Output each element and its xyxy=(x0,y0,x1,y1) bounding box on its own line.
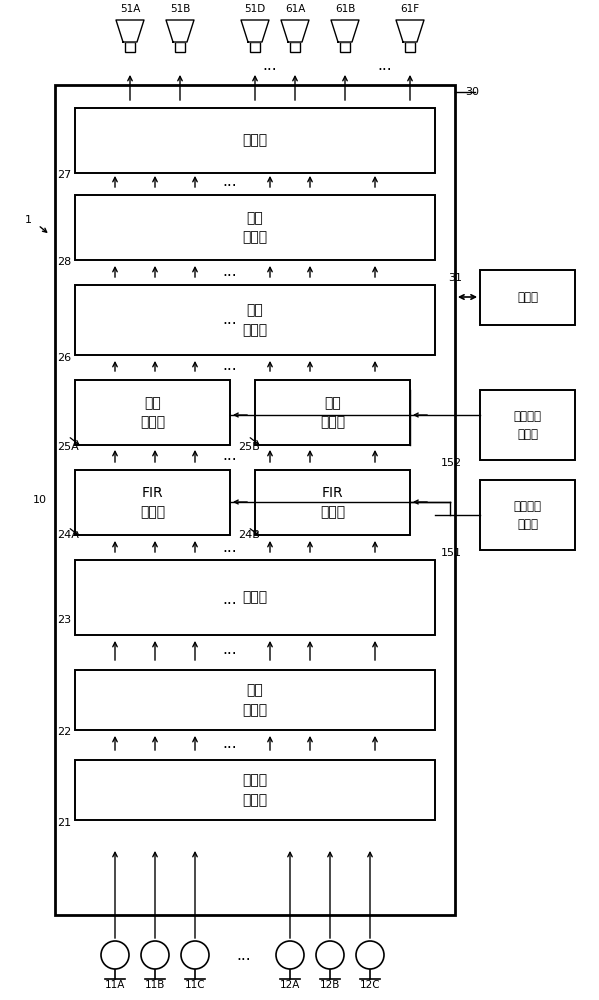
Bar xyxy=(255,380,410,445)
Text: 23: 23 xyxy=(57,615,71,625)
Polygon shape xyxy=(166,20,194,42)
Circle shape xyxy=(181,941,209,969)
Text: 混频器: 混频器 xyxy=(243,590,268,604)
Text: 61B: 61B xyxy=(335,4,355,14)
Bar xyxy=(480,480,575,550)
Bar xyxy=(250,42,260,52)
Bar xyxy=(75,760,435,820)
Text: 30: 30 xyxy=(465,87,479,97)
Text: 51A: 51A xyxy=(120,4,140,14)
Bar xyxy=(480,390,575,460)
Bar xyxy=(75,670,435,730)
Text: 1: 1 xyxy=(25,215,32,225)
Text: 24A: 24A xyxy=(57,530,79,540)
Text: FIR
滤波器: FIR 滤波器 xyxy=(140,486,165,519)
Polygon shape xyxy=(241,20,269,42)
Bar xyxy=(75,285,435,355)
Text: ...: ... xyxy=(223,540,237,554)
Circle shape xyxy=(276,941,304,969)
Text: 11C: 11C xyxy=(184,980,205,990)
Text: 电平
设定部: 电平 设定部 xyxy=(140,396,165,429)
Text: 24B: 24B xyxy=(238,530,260,540)
Bar xyxy=(405,42,415,52)
Bar xyxy=(55,85,455,915)
Text: 11A: 11A xyxy=(105,980,125,990)
Text: 26: 26 xyxy=(57,353,71,363)
Bar xyxy=(75,470,230,535)
Text: 电平平衡
调整部: 电平平衡 调整部 xyxy=(513,410,541,440)
Text: 27: 27 xyxy=(57,170,71,180)
Text: 脉冲响应
取得部: 脉冲响应 取得部 xyxy=(513,499,541,530)
Text: 61F: 61F xyxy=(401,4,419,14)
Text: ...: ... xyxy=(223,592,237,607)
Polygon shape xyxy=(396,20,424,42)
Bar xyxy=(340,42,350,52)
Text: 25A: 25A xyxy=(57,442,78,452)
Text: ...: ... xyxy=(223,736,237,750)
Bar xyxy=(480,270,575,325)
Text: 152: 152 xyxy=(441,458,462,468)
Text: ...: ... xyxy=(223,643,237,658)
Text: 延迟
调整部: 延迟 调整部 xyxy=(243,211,268,244)
Text: ...: ... xyxy=(223,264,237,279)
Text: 28: 28 xyxy=(57,257,71,267)
Bar xyxy=(75,560,435,635)
Text: 31: 31 xyxy=(448,273,462,283)
Text: 51D: 51D xyxy=(244,4,265,14)
Bar xyxy=(290,42,300,52)
Text: ...: ... xyxy=(263,57,277,73)
Bar xyxy=(255,470,410,535)
Polygon shape xyxy=(116,20,144,42)
Text: 12C: 12C xyxy=(359,980,380,990)
Text: 12A: 12A xyxy=(280,980,300,990)
Text: 12B: 12B xyxy=(320,980,340,990)
Bar xyxy=(125,42,135,52)
Bar xyxy=(75,380,230,445)
Circle shape xyxy=(101,941,129,969)
Text: 11B: 11B xyxy=(145,980,165,990)
Text: 10: 10 xyxy=(33,495,47,505)
Text: 存储器: 存储器 xyxy=(517,291,538,304)
Text: FIR
滤波器: FIR 滤波器 xyxy=(320,486,345,519)
Circle shape xyxy=(141,941,169,969)
Text: ...: ... xyxy=(223,312,237,328)
Text: 增益
调整部: 增益 调整部 xyxy=(243,683,268,717)
Polygon shape xyxy=(281,20,309,42)
Circle shape xyxy=(316,941,344,969)
Bar xyxy=(75,108,435,173)
Text: 22: 22 xyxy=(57,727,71,737)
Text: ...: ... xyxy=(378,57,392,73)
Bar xyxy=(175,42,185,52)
Text: 电平
设定部: 电平 设定部 xyxy=(320,396,345,429)
Text: ...: ... xyxy=(223,448,237,464)
Text: 21: 21 xyxy=(57,818,71,828)
Text: ...: ... xyxy=(223,359,237,373)
Text: 151: 151 xyxy=(441,548,462,558)
Text: 输出部: 输出部 xyxy=(243,133,268,147)
Text: ...: ... xyxy=(237,948,252,962)
Text: ...: ... xyxy=(223,174,237,190)
Text: 矩阵
混频器: 矩阵 混频器 xyxy=(243,303,268,337)
Polygon shape xyxy=(331,20,359,42)
Text: 25B: 25B xyxy=(238,442,260,452)
Text: 51B: 51B xyxy=(170,4,190,14)
Text: 61A: 61A xyxy=(285,4,305,14)
Bar xyxy=(75,195,435,260)
Circle shape xyxy=(356,941,384,969)
Text: 音信号
取得部: 音信号 取得部 xyxy=(243,773,268,807)
